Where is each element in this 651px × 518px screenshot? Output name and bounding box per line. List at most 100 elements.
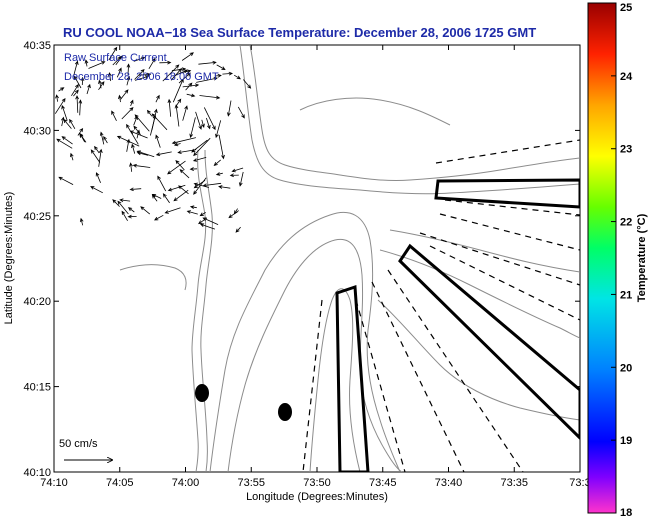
current-vector	[231, 167, 244, 173]
current-vector	[58, 176, 74, 185]
current-vector	[126, 123, 139, 145]
current-vector	[173, 142, 181, 147]
current-vector	[121, 107, 134, 120]
current-vector	[216, 64, 226, 70]
current-vector	[127, 207, 135, 213]
current-vector	[71, 83, 79, 97]
current-vector	[154, 214, 164, 221]
current-vector	[127, 214, 137, 219]
y-axis-ticks: 40:35 40:30 40:25 40:20 40:15 40:10	[23, 40, 580, 479]
current-vector	[198, 217, 208, 225]
plot-frame	[53, 44, 581, 473]
current-vector	[193, 137, 211, 157]
current-vector	[80, 76, 85, 86]
x-axis-label: Longitude (Degrees:Minutes)	[246, 491, 388, 503]
current-vector	[192, 157, 207, 162]
current-vector	[116, 67, 122, 78]
current-vector	[235, 226, 241, 233]
dashed-line	[302, 299, 323, 472]
current-vector	[70, 152, 74, 161]
x-tick-label: 73:35	[500, 477, 528, 489]
current-vector	[69, 118, 76, 129]
current-vector	[73, 60, 79, 76]
current-vector	[233, 208, 238, 215]
current-vector	[129, 187, 142, 192]
current-vector	[215, 172, 223, 176]
current-vector	[60, 116, 65, 127]
current-vector	[186, 210, 198, 215]
current-vector	[120, 89, 129, 100]
current-vector	[98, 148, 103, 167]
current-vector	[198, 60, 217, 65]
current-vector	[189, 167, 198, 171]
current-vector	[88, 61, 106, 69]
current-vector	[151, 194, 162, 199]
current-vector	[174, 69, 189, 76]
current-vector	[140, 206, 151, 215]
bathymetry-contour	[119, 264, 187, 291]
colorbar-tick-label: 23	[620, 144, 632, 156]
current-vector	[79, 217, 84, 226]
current-vector	[126, 63, 131, 75]
colorbar-tick-label: 20	[620, 362, 632, 374]
current-vector	[237, 106, 245, 119]
current-vector	[111, 110, 117, 121]
current-vector	[126, 138, 131, 152]
current-vector	[73, 89, 79, 97]
bathymetry-contour	[377, 299, 580, 421]
current-vector	[98, 81, 105, 91]
current-vector	[133, 115, 138, 126]
current-vector	[136, 150, 155, 158]
station-marker	[195, 384, 209, 402]
y-tick-label: 40:15	[23, 382, 51, 394]
radial-dashed-lines	[302, 139, 580, 472]
y-tick-label: 40:30	[23, 125, 51, 137]
current-vector	[201, 119, 205, 128]
x-tick-label: 73:50	[303, 477, 331, 489]
current-vector	[115, 55, 124, 66]
current-vector	[167, 98, 172, 117]
current-vector	[196, 76, 219, 83]
current-vector	[94, 145, 100, 154]
y-tick-label: 40:20	[23, 296, 51, 308]
inset-line-2: December 28, 2006 18:00 GMT	[64, 71, 219, 83]
map-plot-area: Raw Surface Current December 28, 2006 18…	[23, 40, 590, 489]
current-vector	[155, 94, 160, 103]
current-vector	[151, 108, 158, 131]
x-tick-label: 73:3	[569, 477, 590, 489]
current-vector	[95, 172, 101, 183]
coverage-polygons	[335, 178, 580, 472]
current-vector	[215, 120, 222, 139]
current-vector	[199, 223, 216, 230]
current-vector	[189, 205, 197, 210]
dashed-line	[355, 299, 406, 472]
current-vector	[181, 52, 194, 61]
river	[200, 149, 213, 472]
dashed-line	[429, 245, 580, 321]
current-vector	[214, 73, 222, 78]
current-vector	[118, 94, 122, 103]
bathymetry-contour	[309, 288, 361, 472]
current-vector	[54, 97, 66, 114]
current-vector	[185, 82, 193, 91]
current-vector	[117, 200, 129, 215]
current-vector	[206, 117, 211, 130]
current-vector	[238, 171, 244, 187]
x-tick-label: 74:10	[40, 477, 68, 489]
colorbar-tick-label: 19	[620, 435, 632, 447]
current-vector	[126, 75, 131, 86]
x-tick-label: 74:05	[106, 477, 134, 489]
x-tick-label: 73:45	[369, 477, 397, 489]
coastline	[249, 45, 580, 182]
current-vector	[199, 95, 221, 100]
current-vector	[176, 98, 182, 106]
bathymetry-contour	[379, 249, 580, 339]
current-vector	[162, 64, 180, 82]
colorbar-tick-label: 24	[620, 71, 633, 83]
current-vector	[108, 46, 118, 61]
current-vector	[193, 177, 207, 195]
current-vector	[84, 59, 89, 67]
current-vector	[164, 207, 181, 214]
current-vector	[199, 212, 206, 217]
bathymetry-contour	[227, 238, 403, 472]
